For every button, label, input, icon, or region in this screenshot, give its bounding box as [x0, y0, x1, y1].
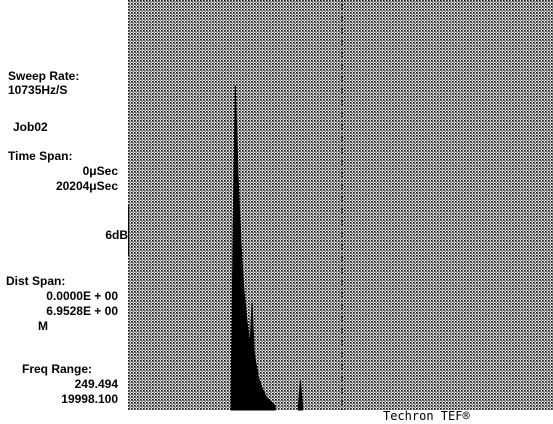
- trace-point: [242, 286, 245, 288]
- trace-point: [270, 401, 272, 403]
- job-name: Job02: [13, 120, 48, 134]
- dist-span-label: Dist Span:: [6, 274, 66, 288]
- time-span-end: 20204μSec: [55, 179, 118, 193]
- trace-point: [251, 302, 253, 305]
- trace-point: [299, 380, 302, 383]
- trace-point: [230, 396, 232, 399]
- dist-span-end: 6.9528E + 00: [46, 304, 118, 318]
- trace-point: [232, 224, 234, 227]
- time-span-start: 0μSec: [82, 164, 118, 178]
- trace-point: [261, 388, 264, 391]
- dist-unit: M: [38, 319, 48, 333]
- trace-point: [253, 351, 255, 354]
- sweep-rate-value: 10735Hz/S: [8, 83, 68, 97]
- sweep-rate-label: Sweep Rate:: [8, 69, 80, 83]
- freq-range-label: Freq Range:: [22, 362, 93, 376]
- trace-point: [266, 396, 268, 399]
- trace-point: [246, 319, 248, 321]
- trace-point: [297, 405, 300, 407]
- brand-label: Techron TEF®: [383, 409, 470, 423]
- scale-label: 6dB: [105, 228, 128, 242]
- trace-point: [301, 405, 304, 407]
- dist-span-start: 0.0000E + 00: [46, 289, 118, 303]
- freq-range-end: 19998.100: [61, 392, 118, 406]
- trace-point: [257, 376, 260, 379]
- trace-point: [249, 343, 251, 346]
- trace-point: [298, 392, 301, 395]
- trace-point: [237, 183, 240, 186]
- trace-point: [300, 392, 303, 395]
- freq-range-start: 249.494: [74, 377, 118, 391]
- trace-point: [234, 85, 237, 87]
- trace-series-1: [297, 381, 304, 411]
- plot-background: [128, 0, 553, 410]
- trace-point: [240, 253, 243, 255]
- trace-series-0: [230, 86, 276, 411]
- info-panel: Sweep Rate: 10735Hz/S Job02 Time Span: 0…: [0, 0, 128, 424]
- trace-group: [230, 85, 304, 411]
- tds-plot: Techron TEF®: [128, 0, 553, 423]
- time-span-label: Time Span:: [8, 149, 73, 163]
- trace-point: [274, 405, 276, 407]
